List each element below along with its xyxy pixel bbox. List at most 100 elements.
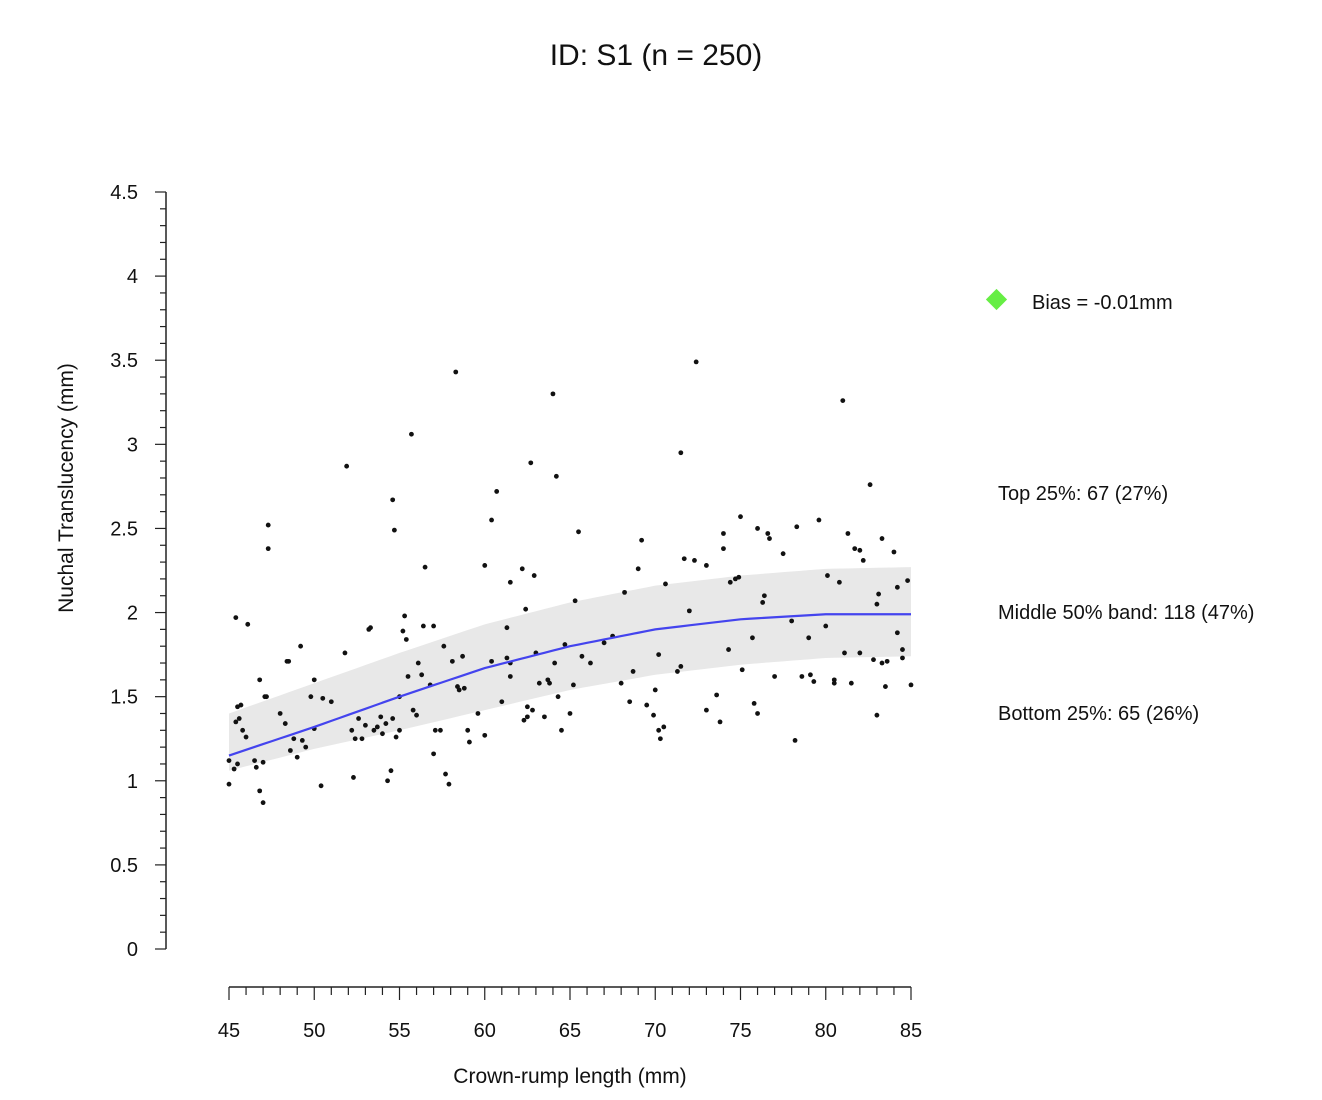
data-point: [767, 536, 772, 541]
data-point: [443, 771, 448, 777]
data-point: [840, 398, 846, 403]
data-point: [233, 615, 239, 621]
data-point: [311, 677, 317, 683]
data-point: [393, 734, 399, 740]
data-point: [900, 655, 905, 661]
data-point: [363, 722, 368, 728]
curve-group: [228, 613, 911, 757]
data-point: [383, 721, 389, 726]
data-point: [243, 734, 249, 740]
data-point: [432, 727, 438, 733]
data-point: [678, 450, 684, 456]
data-point: [294, 754, 300, 760]
data-point: [519, 566, 525, 572]
data-point: [368, 625, 373, 631]
y-axis-label: Nuchal Translucency (mm): [55, 363, 78, 613]
data-point: [736, 574, 742, 580]
data-point: [704, 563, 709, 568]
data-point: [884, 658, 890, 664]
data-point: [799, 674, 805, 679]
data-point: [482, 563, 488, 568]
points-group: [226, 359, 914, 806]
data-point: [286, 658, 292, 664]
data-point: [531, 573, 537, 578]
data-point: [409, 431, 414, 437]
data-point: [704, 707, 709, 713]
data-point: [388, 768, 394, 774]
data-point: [431, 623, 436, 629]
data-point: [419, 672, 425, 678]
data-point: [555, 694, 561, 700]
data-point: [252, 758, 257, 763]
data-point: [874, 712, 880, 718]
data-point: [320, 695, 326, 701]
data-point: [236, 716, 242, 721]
data-point: [842, 650, 847, 656]
data-point: [374, 724, 380, 730]
data-point: [559, 727, 564, 733]
data-point: [460, 653, 465, 659]
data-point: [467, 739, 472, 745]
data-point: [553, 473, 559, 479]
data-point: [465, 727, 471, 733]
y-tick-label: 3.5: [110, 350, 138, 372]
data-point: [860, 558, 866, 563]
y-axis: 0 0.5 1 1.5 2 2.5 3 3.5 4 4.5: [110, 182, 167, 961]
data-point: [422, 564, 428, 570]
data-point: [226, 781, 232, 787]
data-point: [755, 711, 760, 716]
data-point: [257, 788, 263, 794]
data-point: [359, 736, 365, 742]
data-point: [226, 758, 232, 763]
data-point: [344, 463, 350, 469]
y-tick-label: 4.5: [110, 182, 138, 204]
x-tick-label: 50: [303, 1020, 325, 1042]
data-point: [836, 579, 842, 585]
data-point: [318, 783, 324, 789]
data-point: [260, 759, 266, 765]
data-point: [692, 558, 697, 563]
data-point: [845, 531, 851, 536]
data-point: [811, 679, 817, 684]
data-point: [755, 526, 760, 531]
data-point: [303, 744, 309, 750]
data-point: [482, 732, 488, 738]
data-point: [848, 680, 854, 686]
y-tick-label: 1: [127, 771, 138, 793]
data-point: [415, 660, 421, 666]
x-tick-label: 85: [900, 1020, 922, 1042]
data-point: [349, 727, 355, 733]
data-point: [738, 514, 743, 520]
data-point: [233, 719, 239, 725]
data-point: [504, 625, 510, 631]
y-tick-label: 2: [127, 603, 138, 625]
data-point: [536, 680, 542, 686]
data-point: [410, 707, 416, 713]
data-point: [328, 699, 334, 705]
data-point: [542, 714, 547, 720]
data-point: [562, 642, 568, 647]
data-point: [739, 667, 745, 673]
bottom-25-annotation: Bottom 25%: 65 (26%): [998, 703, 1199, 725]
data-point: [265, 522, 271, 528]
data-point: [721, 531, 726, 536]
chart-title: ID: S1 (n = 250): [550, 39, 763, 72]
data-point: [265, 546, 271, 552]
data-point: [808, 672, 813, 678]
x-tick-label: 70: [644, 1020, 666, 1042]
data-point: [403, 637, 409, 642]
data-point: [277, 711, 283, 716]
data-point: [871, 657, 876, 663]
data-point: [385, 778, 390, 784]
data-point: [789, 618, 795, 624]
data-point: [282, 721, 288, 726]
data-point: [414, 712, 419, 718]
data-point: [552, 660, 558, 666]
data-point: [576, 529, 581, 535]
data-point: [397, 727, 402, 733]
x-tick-label: 75: [729, 1020, 751, 1042]
data-point: [794, 524, 800, 530]
y-tick-label: 0.5: [110, 855, 138, 877]
data-point: [825, 573, 830, 578]
data-point: [400, 628, 406, 634]
